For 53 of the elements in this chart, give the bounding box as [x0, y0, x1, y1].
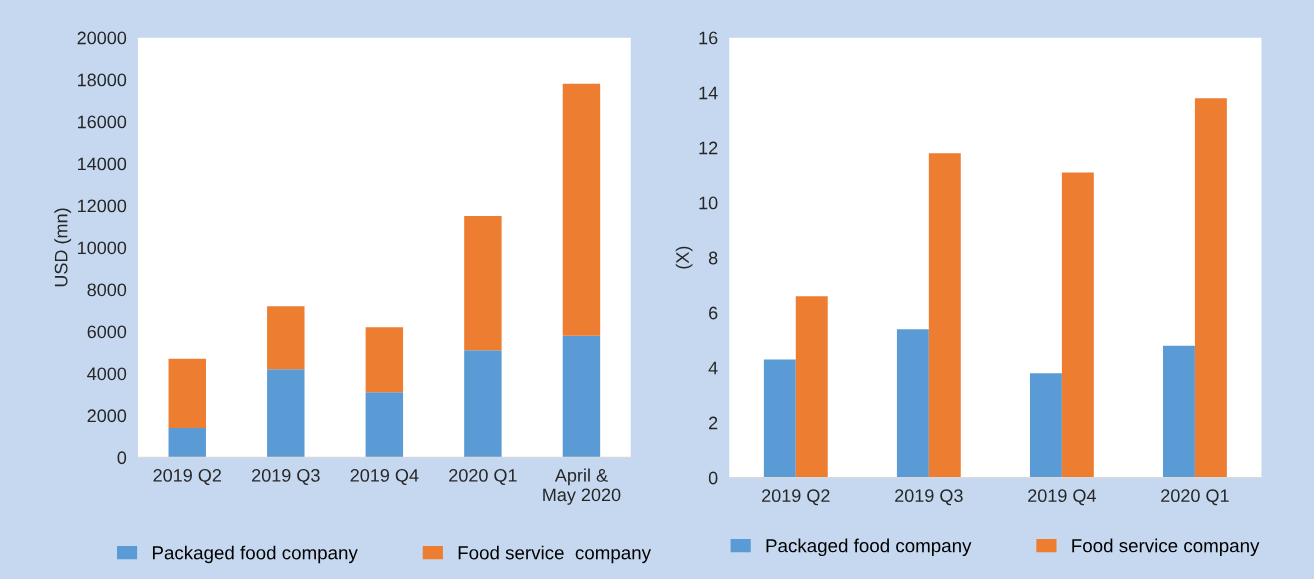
bar — [928, 153, 961, 478]
bar — [763, 359, 796, 478]
bar — [1194, 98, 1227, 478]
bar — [365, 327, 404, 393]
y-tick-label: 12 — [699, 141, 718, 155]
x-tick-label: 2019 Q3 — [895, 489, 963, 506]
bar — [464, 216, 502, 351]
y-tick-label: 14 — [699, 86, 718, 100]
bar — [168, 358, 206, 429]
y-tick-label: 0 — [708, 471, 718, 485]
legend-label: Food service company — [1072, 538, 1260, 557]
x-tick-label: 2020 Q1 — [449, 469, 517, 486]
legend-label: Packaged food company — [766, 538, 972, 557]
y-tick-label: 6000 — [87, 325, 127, 339]
y-tick-label: 18000 — [78, 73, 127, 87]
legend-label: Packaged food company — [152, 545, 358, 564]
y-tick-label: 16000 — [78, 115, 127, 129]
y-axis-title: (X) — [675, 246, 693, 269]
y-tick-label: 6 — [709, 306, 718, 320]
bar — [267, 369, 305, 458]
x-tick-label: 2019 Q2 — [762, 489, 830, 506]
x-tick-label: 2019 Q4 — [1028, 489, 1096, 506]
bar — [562, 335, 601, 458]
legend-label: Food service company — [458, 545, 651, 564]
y-tick-label: 12000 — [78, 199, 127, 213]
bar — [795, 296, 828, 478]
bar — [562, 83, 601, 336]
y-tick-label: 0 — [117, 451, 127, 465]
bar — [267, 306, 305, 370]
x-tick-label: 2020 Q1 — [1161, 489, 1229, 506]
y-tick-label: 16 — [699, 31, 718, 45]
bar — [1029, 373, 1062, 478]
x-tick-label: 2019 Q3 — [252, 469, 320, 486]
x-tick-label: April & May 2020 — [543, 468, 621, 505]
y-tick-label: 10 — [699, 196, 718, 210]
bar — [168, 428, 206, 458]
y-axis-title: USD (mn) — [54, 208, 72, 287]
y-tick-label: 4000 — [87, 367, 127, 381]
y-tick-label: 10000 — [78, 241, 127, 255]
y-tick-label: 2 — [709, 416, 718, 430]
bar — [1061, 172, 1094, 478]
y-tick-label: 14000 — [78, 157, 127, 171]
y-tick-label: 4 — [708, 361, 718, 375]
y-tick-label: 8000 — [87, 283, 127, 297]
bar — [896, 329, 929, 478]
x-tick-label: 2019 Q4 — [350, 469, 419, 486]
bar — [365, 392, 404, 458]
y-tick-label: 20000 — [77, 31, 127, 45]
x-tick-label: 2019 Q2 — [153, 469, 221, 486]
y-tick-label: 2000 — [87, 409, 127, 423]
bar — [1162, 345, 1195, 478]
bar — [464, 350, 502, 458]
y-tick-label: 8 — [708, 251, 718, 265]
